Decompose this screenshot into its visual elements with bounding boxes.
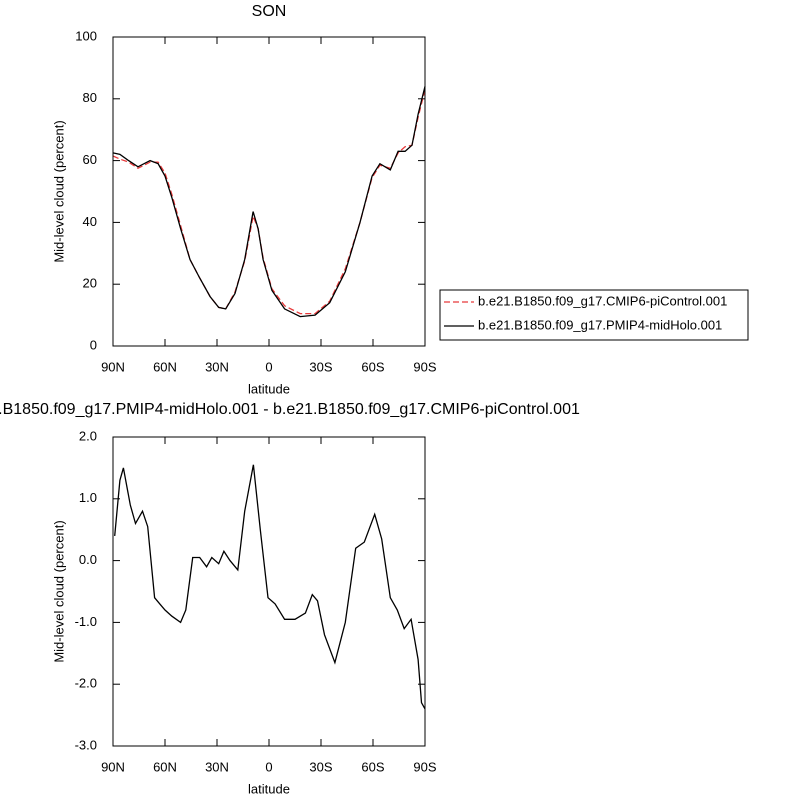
x-tick-label: 30S: [309, 759, 332, 774]
y-axis-label: Mid-level cloud (percent): [51, 120, 66, 262]
y-tick-label: 100: [75, 28, 97, 43]
x-axis-label: latitude: [248, 381, 290, 396]
y-tick-label: 0: [90, 337, 97, 352]
y-tick-label: 20: [83, 276, 97, 291]
y-tick-label: 1.0: [79, 490, 97, 505]
chart-title: b.e21.B1850.f09_g17.PMIP4-midHolo.001 - …: [0, 401, 580, 418]
x-tick-label: 60S: [361, 359, 384, 374]
x-tick-label: 90N: [101, 359, 125, 374]
x-tick-label: 90S: [413, 359, 436, 374]
x-axis-label: latitude: [248, 781, 290, 796]
x-tick-label: 60N: [153, 359, 177, 374]
x-tick-label: 30N: [205, 759, 229, 774]
x-tick-label: 30S: [309, 359, 332, 374]
data-line: [112, 86, 426, 318]
x-tick-label: 0: [265, 359, 272, 374]
data-line: [114, 464, 426, 710]
y-tick-label: -1.0: [75, 614, 97, 629]
plot-frame: [112, 36, 426, 347]
y-tick-label: 0.0: [79, 552, 97, 567]
x-tick-label: 30N: [205, 359, 229, 374]
legend-label: b.e21.B1850.f09_g17.CMIP6-piControl.001: [478, 293, 727, 308]
y-tick-label: 80: [83, 90, 97, 105]
y-tick-label: -2.0: [75, 676, 97, 691]
plot-frame: [112, 436, 426, 747]
y-tick-label: 40: [83, 214, 97, 229]
x-tick-label: 60N: [153, 759, 177, 774]
x-tick-label: 60S: [361, 759, 384, 774]
y-tick-label: 60: [83, 152, 97, 167]
x-tick-label: 90N: [101, 759, 125, 774]
y-tick-label: 2.0: [79, 428, 97, 443]
x-tick-label: 0: [265, 759, 272, 774]
legend-label: b.e21.B1850.f09_g17.PMIP4-midHolo.001: [478, 317, 722, 332]
x-tick-label: 90S: [413, 759, 436, 774]
y-tick-label: -3.0: [75, 737, 97, 752]
y-axis-label: Mid-level cloud (percent): [51, 520, 66, 662]
legend-box: [439, 289, 749, 341]
chart-title: SON: [252, 3, 287, 20]
